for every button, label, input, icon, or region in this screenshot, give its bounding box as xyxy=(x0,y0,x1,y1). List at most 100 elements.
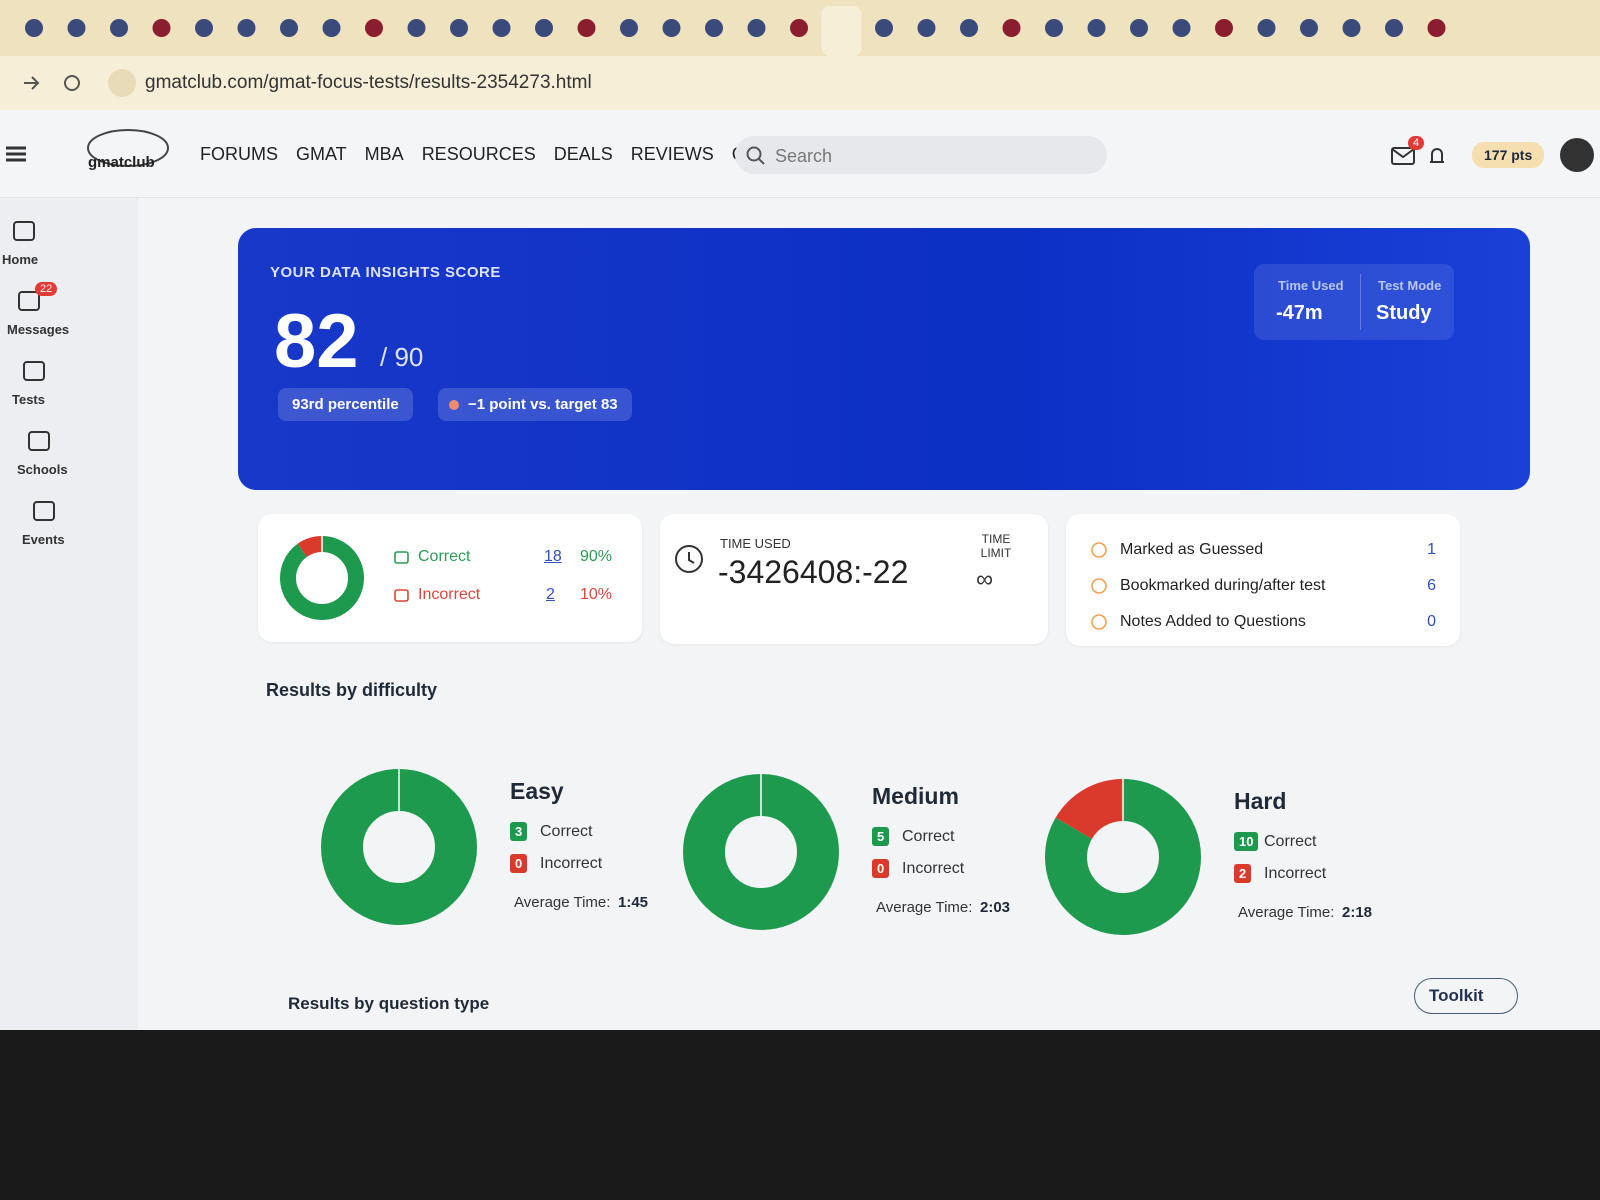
nav-item[interactable]: REVIEWS xyxy=(630,144,714,164)
tab-icon xyxy=(1002,19,1021,37)
icon-shape xyxy=(33,501,55,521)
difficulty-title: Results by difficulty xyxy=(266,680,438,700)
time-used-label: TIME USED xyxy=(720,536,791,551)
incorrect-count[interactable]: 2 xyxy=(546,586,555,603)
tab-icon xyxy=(1172,19,1191,37)
avg-time: 2:03 xyxy=(980,899,1011,916)
search-box[interactable]: Search xyxy=(735,136,1107,174)
tab-icon xyxy=(1257,19,1276,37)
avg-time: 1:45 xyxy=(618,894,649,911)
sidebar-icon xyxy=(23,361,45,381)
icon-shape xyxy=(1091,614,1107,630)
time-used: -3426408:-22 xyxy=(718,554,909,590)
score-heading: YOUR DATA INSIGHTS SCORE xyxy=(270,264,501,281)
logo-mark xyxy=(6,129,169,167)
screen-bezel xyxy=(0,1030,1600,1200)
tab-icons xyxy=(25,6,1446,56)
sidebar-badge: 22 xyxy=(35,282,58,296)
nav-menu: FORUMSGMATMBARESOURCESDEALSREVIEWSCHAT xyxy=(200,144,779,165)
search-placeholder: Search xyxy=(775,146,833,166)
tab-icon xyxy=(875,19,893,37)
nav-item[interactable]: FORUMS xyxy=(200,144,278,164)
mail-badge: 4 xyxy=(1408,136,1425,150)
sidebar-label[interactable]: Home xyxy=(2,252,39,267)
tab-icon xyxy=(705,19,723,37)
points[interactable]: 177 pts xyxy=(1472,142,1545,168)
url[interactable]: gmatclub.com/gmat-focus-tests/results-23… xyxy=(145,72,592,93)
count-label: Correct xyxy=(540,823,593,840)
count-label: Incorrect xyxy=(540,855,603,872)
incorrect-pct: 10% xyxy=(580,586,613,603)
sidebar-icon xyxy=(18,291,40,311)
count-badge: 5 xyxy=(872,827,890,846)
score-value: 82 xyxy=(274,299,359,384)
clock-icon xyxy=(675,545,703,573)
search-icon xyxy=(746,146,765,165)
tab-icon xyxy=(1130,19,1148,37)
sidebar-icon xyxy=(33,501,55,521)
sidebar-icon xyxy=(13,221,35,241)
count-label: Incorrect xyxy=(1264,865,1327,882)
icon-shape xyxy=(18,291,40,311)
correct-count[interactable]: 18 xyxy=(544,548,562,565)
sidebar-label[interactable]: Tests xyxy=(12,392,45,407)
time-used-label: Time Used xyxy=(1278,278,1344,293)
tab-icon xyxy=(747,19,766,37)
incorrect-label: Incorrect xyxy=(418,586,481,603)
tab-icon xyxy=(280,19,298,37)
difficulty-level: Hard 10 Correct 2 Incorrect Average Time: 2:18 xyxy=(1024,760,1384,960)
icon-shape xyxy=(1091,578,1107,594)
icon-shape xyxy=(1091,542,1107,558)
address-bar xyxy=(0,56,1600,110)
target-dot xyxy=(449,400,459,410)
time-limit: ∞ xyxy=(976,566,994,593)
tab-bar xyxy=(0,0,1600,56)
flag-count: 1 xyxy=(1427,541,1436,558)
nav-item[interactable]: MBA xyxy=(364,144,404,164)
sidebar-label[interactable]: Events xyxy=(22,532,65,547)
tab-icon xyxy=(917,19,936,37)
tab-icon xyxy=(1045,19,1063,37)
toolkit-button[interactable]: Toolkit xyxy=(1414,978,1519,1014)
nav-item[interactable]: GMAT xyxy=(296,144,347,164)
score-max: / 90 xyxy=(380,342,424,372)
avatar[interactable] xyxy=(1560,138,1594,172)
tab-icon xyxy=(322,19,341,37)
tab-icon xyxy=(1087,19,1106,37)
tab-icon xyxy=(960,19,978,37)
tab-icon xyxy=(1385,19,1403,37)
summary-donut xyxy=(280,536,364,620)
tab-icon xyxy=(1300,19,1318,37)
logo[interactable]: gmatclub xyxy=(88,154,155,171)
sidebar-label[interactable]: Messages xyxy=(7,322,70,337)
tab-icon xyxy=(1342,19,1361,37)
sidebar-label[interactable]: Schools xyxy=(17,462,68,477)
difficulty-donut xyxy=(1045,779,1201,935)
meta-box: Time Used -47m Test Mode Study xyxy=(1254,264,1454,340)
score-card: YOUR DATA INSIGHTS SCORE 82 / 90 93rd pe… xyxy=(238,228,1530,490)
target: −1 point vs. target 83 xyxy=(438,388,632,421)
tab-icon xyxy=(1215,19,1233,37)
thumb-icons xyxy=(394,551,409,602)
icon-shape xyxy=(13,221,35,241)
tab-icon xyxy=(152,19,171,37)
flag-row: Notes Added to Questions 0 xyxy=(1090,604,1436,640)
count-badge: 10 xyxy=(1234,832,1259,851)
tab-icon xyxy=(407,19,426,37)
tab-icon xyxy=(365,19,383,37)
nav-item[interactable]: RESOURCES xyxy=(421,144,536,164)
difficulty-donut xyxy=(321,769,477,925)
icon-shape xyxy=(23,361,45,381)
tab-icon xyxy=(237,19,256,37)
nav-item[interactable]: DEALS xyxy=(553,144,613,164)
difficulty-donut xyxy=(683,774,839,930)
percentile: 93rd percentile xyxy=(278,388,413,421)
tab-icon xyxy=(25,19,43,37)
tab-icon xyxy=(492,19,511,37)
correct-label: Correct xyxy=(418,548,471,565)
tab-icon xyxy=(450,19,468,37)
tab-icon xyxy=(662,19,681,37)
difficulty-level: Easy 3 Correct 0 Incorrect Average Time: 1:45 xyxy=(300,750,660,950)
icon-shape xyxy=(28,431,50,451)
